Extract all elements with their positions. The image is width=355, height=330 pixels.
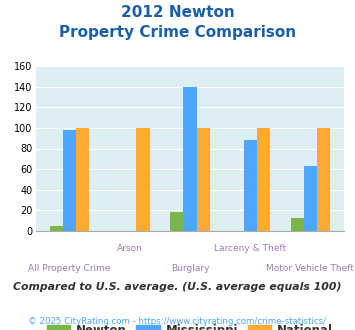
Text: Property Crime Comparison: Property Crime Comparison <box>59 25 296 40</box>
Text: Motor Vehicle Theft: Motor Vehicle Theft <box>267 264 354 273</box>
Bar <box>50 226 63 231</box>
Bar <box>197 128 210 231</box>
Text: Arson: Arson <box>117 244 143 253</box>
Bar <box>304 166 317 231</box>
Bar <box>244 140 257 231</box>
Text: Burglary: Burglary <box>171 264 209 273</box>
Text: Compared to U.S. average. (U.S. average equals 100): Compared to U.S. average. (U.S. average … <box>13 282 342 292</box>
Text: All Property Crime: All Property Crime <box>28 264 111 273</box>
Bar <box>257 128 270 231</box>
Bar <box>183 86 197 231</box>
Bar <box>170 213 183 231</box>
Bar <box>76 128 89 231</box>
Text: Larceny & Theft: Larceny & Theft <box>214 244 286 253</box>
Legend: Newton, Mississippi, National: Newton, Mississippi, National <box>42 319 338 330</box>
Bar <box>317 128 330 231</box>
Bar <box>290 217 304 231</box>
Bar <box>63 130 76 231</box>
Bar <box>136 128 149 231</box>
Text: 2012 Newton: 2012 Newton <box>121 5 234 20</box>
Text: © 2025 CityRating.com - https://www.cityrating.com/crime-statistics/: © 2025 CityRating.com - https://www.city… <box>28 317 327 326</box>
